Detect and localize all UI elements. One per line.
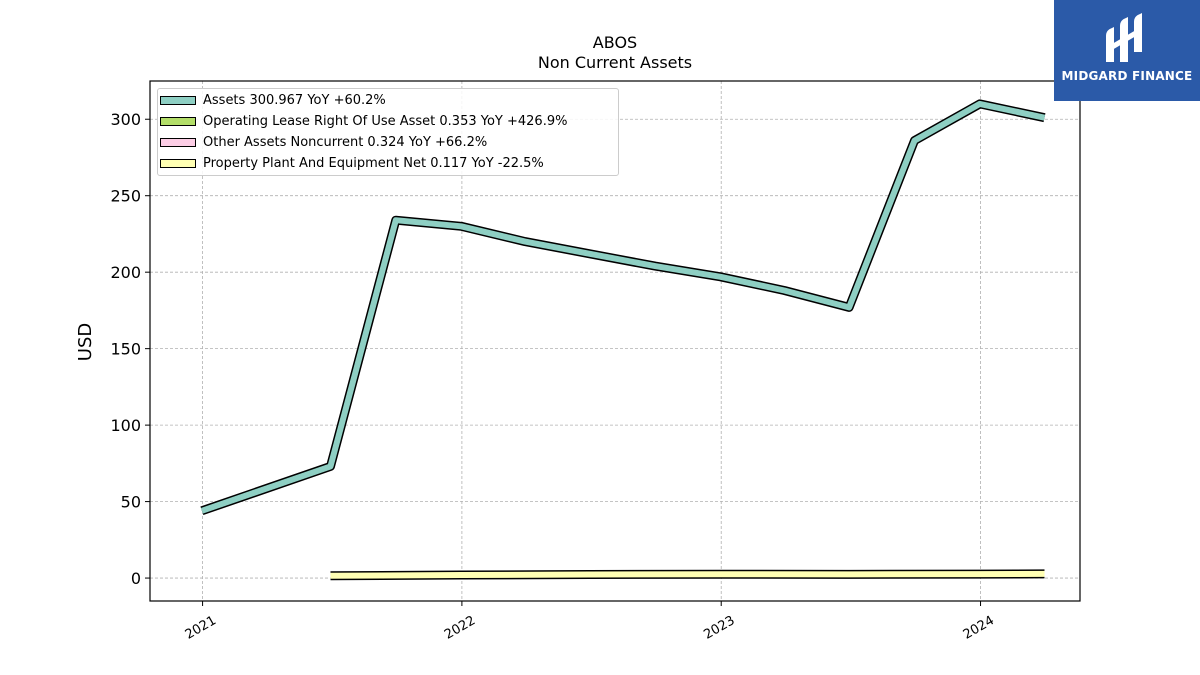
legend-swatch-ppe	[160, 158, 196, 168]
legend-item-assets: Assets 300.967 YoY +60.2%	[158, 90, 386, 110]
series-layer	[200, 99, 1046, 581]
legend-item-other-assets: Other Assets Noncurrent 0.324 YoY +66.2%	[158, 132, 487, 152]
y-tick-label: 300	[110, 110, 141, 129]
legend-label-operating-lease: Operating Lease Right Of Use Asset 0.353…	[203, 113, 568, 129]
logo-text: MIDGARD FINANCE	[1061, 69, 1193, 83]
legend-label-assets: Assets 300.967 YoY +60.2%	[203, 92, 386, 108]
chart-subtitle: Non Current Assets	[537, 53, 693, 72]
series-line	[330, 570, 1045, 579]
legend-label-other-assets: Other Assets Noncurrent 0.324 YoY +66.2%	[203, 134, 488, 150]
legend-label-ppe: Property Plant And Equipment Net 0.117 Y…	[203, 155, 544, 171]
legend-swatch-assets	[160, 95, 196, 105]
chart-title: ABOS	[592, 33, 638, 52]
x-tick-label: 2024	[961, 613, 997, 643]
legend-swatch-other-assets	[160, 137, 196, 147]
y-tick-label: 200	[110, 263, 141, 282]
midgard-finance-logo: MIDGARD FINANCE	[1054, 0, 1200, 101]
x-tick-label: 2023	[701, 613, 737, 643]
legend-item-ppe: Property Plant And Equipment Net 0.117 Y…	[158, 153, 544, 173]
y-tick-label: 250	[110, 187, 141, 206]
y-axis-label: USD	[75, 323, 96, 361]
x-tick-label: 2022	[442, 613, 478, 643]
plot-frame	[149, 80, 1081, 602]
legend-item-operating-lease: Operating Lease Right Of Use Asset 0.353…	[158, 111, 567, 131]
y-tick-label: 0	[131, 569, 141, 588]
logo-mark-icon	[1106, 13, 1142, 62]
y-tick-label: 100	[110, 416, 141, 435]
x-tick-label: 2021	[183, 613, 219, 643]
y-tick-label: 150	[110, 340, 141, 359]
x-axis: 2021 2022 2023 2024	[183, 601, 997, 643]
legend-swatch-operating-lease	[160, 116, 196, 126]
y-tick-label: 50	[121, 493, 141, 512]
series-line	[200, 100, 1046, 514]
y-axis: 0 50 100 150 200 250 300	[110, 110, 150, 588]
legend: Assets 300.967 YoY +60.2% Operating Leas…	[157, 88, 619, 176]
